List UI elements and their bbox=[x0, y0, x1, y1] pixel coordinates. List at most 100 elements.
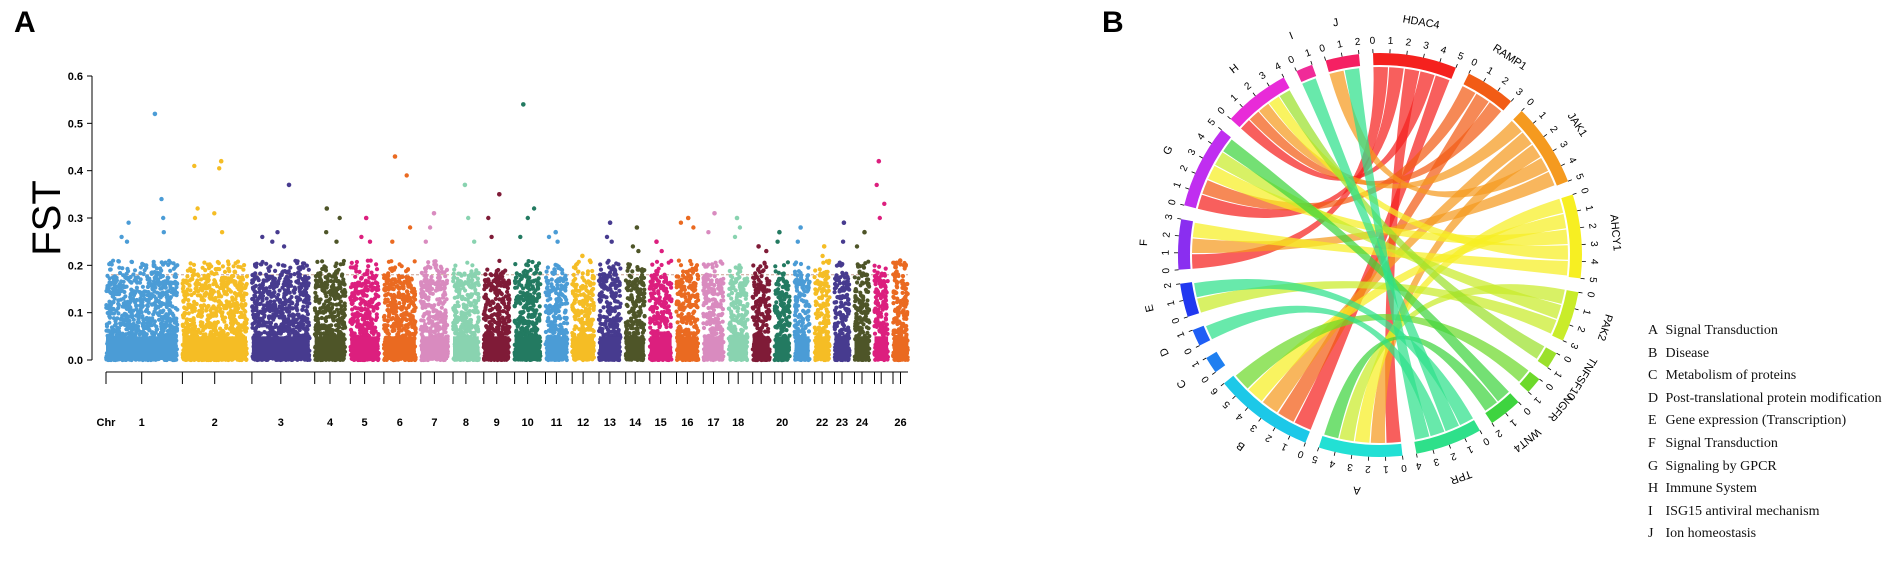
snp-point bbox=[340, 321, 345, 327]
snp-point bbox=[212, 333, 217, 338]
snp-point bbox=[348, 297, 353, 302]
snp-point bbox=[302, 315, 307, 320]
snp-point bbox=[399, 323, 404, 328]
snp-point bbox=[303, 331, 308, 337]
snp-point bbox=[404, 317, 409, 323]
snp-point bbox=[404, 275, 409, 280]
snp-point bbox=[154, 304, 159, 309]
snp-point bbox=[270, 281, 275, 286]
snp-point bbox=[169, 280, 174, 285]
snp-point bbox=[337, 316, 342, 321]
chromosome-8 bbox=[451, 182, 481, 363]
snp-point bbox=[173, 279, 178, 284]
panel-b-label: B bbox=[1102, 6, 1124, 39]
snp-point-high bbox=[161, 215, 166, 221]
snp-point bbox=[196, 327, 201, 332]
snp-point bbox=[126, 303, 131, 308]
snp-point bbox=[305, 304, 310, 309]
snp-point bbox=[131, 272, 136, 277]
snp-peak bbox=[462, 182, 468, 188]
snp-point bbox=[189, 330, 194, 335]
snp-point bbox=[261, 303, 267, 308]
snp-point bbox=[271, 325, 276, 330]
snp-point bbox=[120, 332, 125, 337]
snp-point bbox=[282, 293, 287, 298]
snp-point bbox=[368, 326, 373, 331]
snp-point bbox=[306, 295, 311, 300]
snp-point bbox=[191, 306, 196, 311]
snp-point bbox=[268, 264, 273, 269]
snp-point bbox=[116, 298, 121, 303]
snp-point bbox=[207, 283, 212, 288]
snp-point bbox=[193, 286, 198, 291]
y-tick-label: 0.5 bbox=[68, 118, 83, 130]
snp-point bbox=[235, 321, 241, 326]
snp-point bbox=[425, 310, 430, 315]
snp-point bbox=[350, 312, 355, 317]
dense-band bbox=[251, 336, 310, 360]
snp-point bbox=[262, 309, 267, 314]
snp-point bbox=[276, 292, 281, 297]
snp-point bbox=[465, 328, 470, 333]
snp-point bbox=[104, 322, 109, 327]
snp-point bbox=[297, 327, 302, 333]
snp-point bbox=[219, 282, 224, 287]
snp-point bbox=[108, 282, 113, 287]
snp-point bbox=[376, 332, 381, 337]
snp-point bbox=[263, 278, 268, 283]
snp-point bbox=[140, 321, 145, 326]
snp-point bbox=[338, 294, 343, 299]
snp-point bbox=[468, 284, 473, 289]
snp-peak bbox=[152, 111, 158, 117]
snp-point bbox=[452, 303, 458, 308]
snp-point bbox=[474, 268, 479, 273]
snp-point bbox=[317, 325, 323, 330]
snp-point bbox=[168, 285, 173, 291]
snp-point bbox=[124, 327, 129, 332]
snp-point-high bbox=[359, 234, 364, 240]
snp-point bbox=[410, 324, 415, 329]
snp-point bbox=[401, 301, 407, 306]
snp-point bbox=[213, 267, 218, 272]
snp-point bbox=[282, 328, 287, 333]
snp-point bbox=[271, 302, 276, 307]
snp-point bbox=[461, 311, 466, 316]
snp-point bbox=[153, 270, 158, 275]
snp-point bbox=[185, 268, 190, 273]
snp-point bbox=[362, 272, 367, 277]
snp-point-high bbox=[334, 239, 339, 244]
chromosome-6 bbox=[381, 154, 418, 363]
y-tick-label: 0.1 bbox=[68, 308, 83, 320]
snp-point bbox=[298, 297, 303, 302]
snp-point bbox=[468, 320, 473, 325]
snp-point bbox=[136, 320, 141, 325]
snp-point bbox=[423, 295, 428, 301]
snp-peak bbox=[363, 215, 369, 221]
snp-point bbox=[454, 288, 459, 293]
snp-point bbox=[235, 309, 240, 314]
snp-point bbox=[453, 263, 458, 268]
snp-point bbox=[225, 259, 231, 264]
snp-point bbox=[418, 327, 423, 332]
snp-point bbox=[353, 274, 358, 279]
snp-point bbox=[475, 309, 480, 314]
snp-point-high bbox=[192, 163, 197, 169]
snp-point bbox=[201, 328, 206, 333]
snp-point bbox=[267, 268, 272, 273]
snp-point bbox=[138, 302, 143, 308]
snp-point bbox=[158, 286, 163, 291]
snp-point-high bbox=[119, 234, 124, 240]
snp-point bbox=[276, 262, 281, 267]
snp-point bbox=[391, 299, 396, 304]
y-tick-label: 0.0 bbox=[68, 355, 83, 367]
snp-point bbox=[206, 266, 212, 271]
snp-point bbox=[118, 270, 123, 276]
snp-point bbox=[143, 309, 148, 314]
snp-point bbox=[217, 299, 222, 304]
snp-point bbox=[171, 313, 176, 318]
snp-point bbox=[468, 279, 473, 284]
snp-point bbox=[300, 264, 305, 269]
snp-point bbox=[363, 302, 368, 307]
snp-point bbox=[107, 314, 112, 319]
snp-point bbox=[349, 260, 354, 265]
